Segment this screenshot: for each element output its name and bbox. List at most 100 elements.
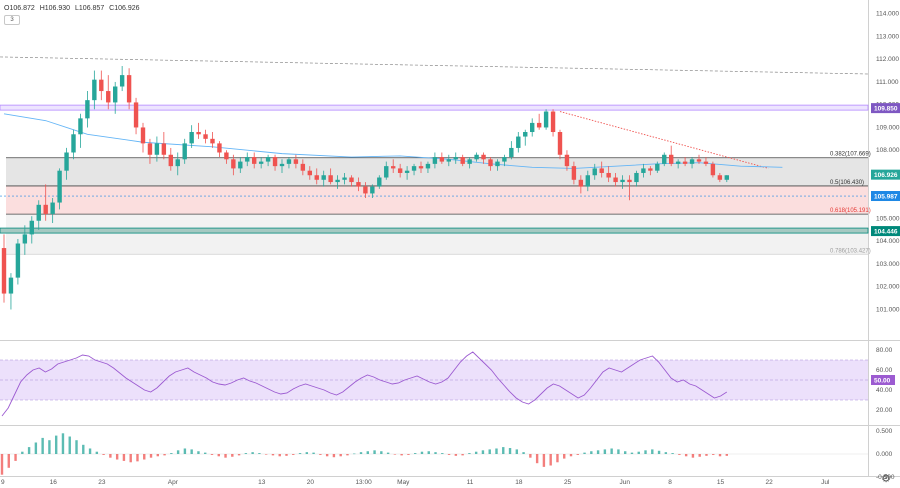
macd-bar [278,454,281,457]
ohlc-close: C106.926 [109,5,140,12]
time-axis-tick: Apr [168,479,179,486]
candle-body [516,136,521,148]
time-axis-tick: 13 [258,479,266,486]
time-axis-tick: 13:00 [355,479,372,486]
candle-body [22,234,28,244]
macd-bar [170,453,173,454]
macd-bar [359,452,363,454]
time-axis-tick: May [397,479,410,486]
macd-bar [718,454,722,457]
macd-bar [27,447,31,454]
candle-body [564,154,570,167]
gear-icon[interactable]: ⚙ [881,473,891,485]
candle-body [425,163,431,169]
time-axis-tick: 22 [766,479,774,486]
candle-body [467,159,472,164]
indicator-toggle-button[interactable]: 3 [4,15,20,25]
candle-body [641,168,646,173]
macd-bar [427,451,430,454]
candle-body [620,179,625,183]
candle-body [154,143,160,155]
macd-bar [644,450,647,454]
macd-bar [41,437,44,454]
macd-bar [95,451,99,454]
fib-zone-0618-0786 [6,214,868,255]
price-axis-tick: 102.000 [876,284,900,291]
candle-body [1,248,7,294]
candle-body [238,161,243,169]
candle-body [57,170,62,203]
macd-bar [420,451,424,454]
candle-body [8,277,14,294]
macd-bar [82,444,85,454]
macd-bar [596,450,600,454]
macd-bar [583,452,586,454]
macd-bar [305,452,309,454]
candle-body [502,157,507,162]
macd-bar [488,449,491,454]
macd-bar [102,454,105,455]
candle-body [245,157,250,162]
price-label-box [871,226,900,237]
macd-bar [508,448,512,454]
candle-body [113,86,118,103]
macd-bar [61,433,65,454]
macd-bar [603,449,607,454]
macd-bar [434,452,437,454]
macd-bar [461,454,464,456]
time-axis-tick: Jul [821,479,830,486]
candle-body [418,166,424,169]
macd-bar [143,454,146,460]
candle-body [272,157,278,167]
macd-bar [156,454,159,457]
macd-bar [75,440,78,454]
rsi-value-label: 50.00 [874,378,891,385]
price-axis-tick: 111.000 [876,79,899,86]
fib-label: 0.5(106.430) [830,180,864,186]
time-axis-tick: 18 [515,479,523,486]
candle-body [397,168,403,173]
candle-body [710,163,716,176]
macd-bar [481,450,485,454]
fib-label: 0.382(107.669) [830,152,871,158]
macd-bar [312,452,315,454]
candle-body [634,172,639,183]
candle-body [314,175,319,180]
candle-body [106,91,111,103]
macd-bar [21,451,24,454]
macd-bar [190,449,193,454]
candle-body [675,161,681,164]
price-axis-tick: 109.000 [876,124,900,131]
candle-body [599,168,604,173]
macd-bar [522,452,525,454]
candle-body [328,175,333,183]
descending-trendline [559,111,769,169]
candle-body [446,159,451,162]
macd-bar [14,454,17,461]
candle-body [231,159,236,169]
macd-bar [48,440,51,454]
candle-body [363,186,368,194]
macd-bar [623,451,627,454]
macd-bar [529,454,532,458]
macd-bar [285,454,288,456]
candle-body [15,243,21,278]
macd-bar [373,450,376,454]
candle-body [689,159,695,164]
macd-bar [264,454,268,455]
candle-body [293,159,299,164]
time-axis-tick: 8 [668,479,672,486]
macd-bar [244,453,248,454]
macd-bar [339,454,342,457]
candle-body [384,166,389,178]
candle-body [717,175,723,180]
macd-bar [563,454,566,459]
fib-zone-05-0618 [6,185,868,215]
price-axis-tick: 114.000 [876,11,899,18]
candle-body [286,159,292,164]
candle-body [509,147,514,158]
macd-bar [231,454,234,457]
candle-body [543,111,549,128]
candle-body [147,143,153,155]
